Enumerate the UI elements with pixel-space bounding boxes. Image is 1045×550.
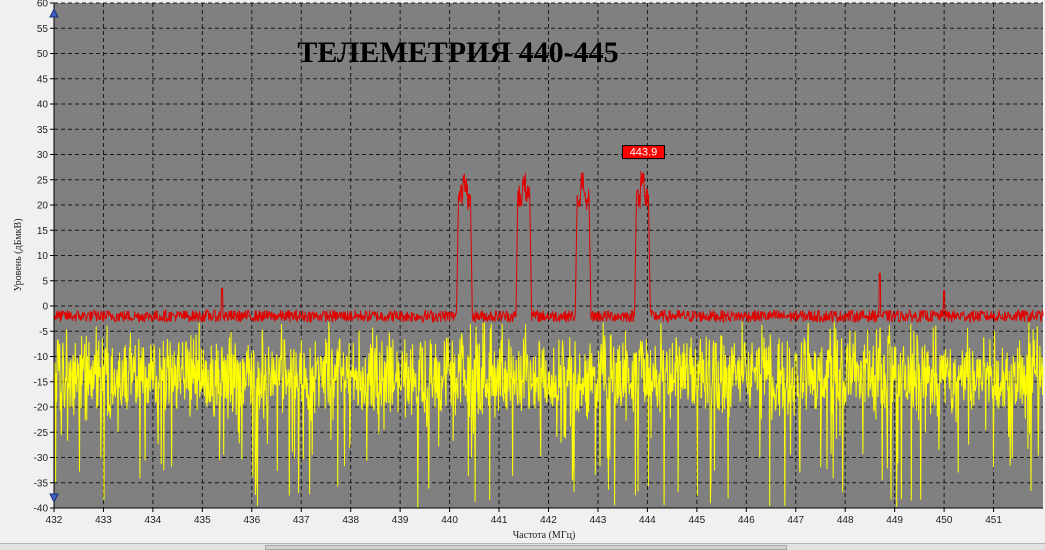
x-tick-label: 433: [95, 515, 112, 526]
series-layer: [53, 171, 1044, 508]
x-tick-label: 442: [540, 515, 557, 526]
x-tick-label: 437: [293, 515, 310, 526]
x-tick-label: 441: [491, 515, 508, 526]
y-tick-label: 15: [37, 226, 49, 237]
y-tick-label: -15: [34, 377, 49, 388]
y-tick-label: -35: [34, 478, 49, 489]
axis-handles[interactable]: [49, 7, 59, 504]
peak-marker-label: 443.9: [630, 147, 658, 159]
chart-title: ТЕЛЕМЕТРИЯ 440-445: [297, 36, 618, 69]
y-tick-label: 10: [37, 251, 49, 262]
peak-marker: 443.9: [621, 145, 665, 160]
x-axis-title: Частота (МГц): [513, 530, 576, 541]
y-axis-top-handle-icon[interactable]: [49, 7, 59, 18]
y-tick-label: 40: [37, 100, 49, 111]
x-tick-label: 443: [590, 515, 607, 526]
series-line-red: [53, 171, 1044, 324]
series-line-yellow: [53, 321, 1044, 508]
y-tick-label: 0: [42, 302, 48, 313]
y-tick-label: -30: [34, 453, 49, 464]
y-tick-label: -10: [34, 352, 49, 363]
x-tick-label: 451: [985, 515, 1002, 526]
x-tick-label: 434: [145, 515, 162, 526]
y-axis-bottom-handle-icon[interactable]: [49, 493, 59, 504]
x-tick-label: 449: [886, 515, 903, 526]
x-tick-label: 438: [342, 515, 359, 526]
y-tick-label: 45: [37, 74, 49, 85]
y-tick-label: -40: [34, 504, 49, 515]
y-tick-label: 50: [37, 49, 49, 60]
x-tick-label: 448: [837, 515, 854, 526]
y-axis-title: Уровень (дБмкВ): [13, 218, 24, 291]
x-tick-label: 432: [46, 515, 63, 526]
x-tick-label: 436: [243, 515, 260, 526]
x-tick-label: 446: [738, 515, 755, 526]
y-tick-label: -25: [34, 428, 49, 439]
scrollbar-thumb[interactable]: [265, 545, 787, 550]
tick-labels: 605550454035302520151050-5-10-15-20-25-3…: [34, 0, 1003, 526]
y-tick-label: 30: [37, 150, 49, 161]
x-tick-label: 445: [689, 515, 706, 526]
y-tick-label: 35: [37, 125, 49, 136]
y-tick-label: 20: [37, 201, 49, 212]
y-tick-label: -20: [34, 403, 49, 414]
x-tick-label: 447: [787, 515, 804, 526]
peak-marker-box: [621, 145, 665, 160]
y-tick-label: 60: [37, 0, 49, 10]
x-tick-label: 435: [194, 515, 211, 526]
y-tick-label: 55: [37, 24, 49, 35]
x-tick-label: 450: [936, 515, 953, 526]
y-tick-label: 25: [37, 175, 49, 186]
x-tick-label: 444: [639, 515, 656, 526]
x-tick-label: 439: [392, 515, 409, 526]
y-tick-label: -5: [39, 327, 48, 338]
y-tick-label: 5: [42, 276, 48, 287]
x-tick-label: 440: [441, 515, 458, 526]
